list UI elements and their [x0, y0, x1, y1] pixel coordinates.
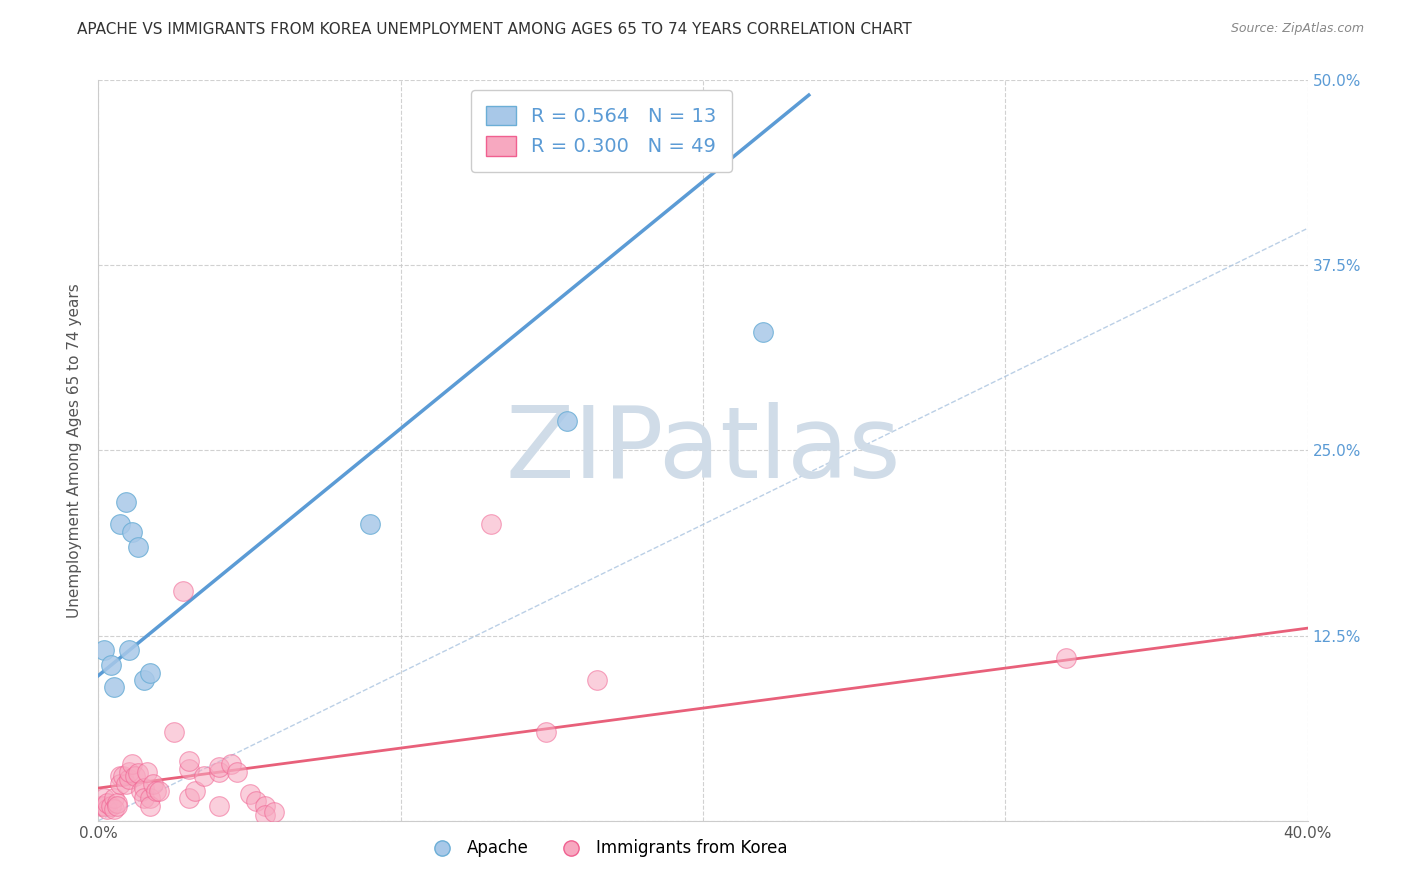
Point — [105, 796, 128, 810]
Point — [586, 673, 609, 687]
Point — [118, 764, 141, 779]
Point — [481, 517, 503, 532]
Point — [129, 784, 152, 798]
Point — [139, 798, 162, 813]
Point — [555, 414, 578, 428]
Point — [148, 784, 170, 798]
Point — [226, 764, 249, 779]
Point — [534, 724, 557, 739]
Point — [111, 769, 134, 783]
Point — [93, 798, 115, 813]
Point — [135, 764, 157, 779]
Point — [179, 762, 201, 776]
Point — [172, 584, 194, 599]
Point — [103, 791, 125, 805]
Point — [184, 784, 207, 798]
Point — [127, 766, 149, 780]
Point — [139, 665, 162, 680]
Point — [121, 757, 143, 772]
Point — [208, 760, 231, 774]
Point — [124, 769, 146, 783]
Point — [90, 798, 112, 813]
Point — [221, 757, 243, 772]
Point — [118, 643, 141, 657]
Point — [139, 791, 162, 805]
Point — [239, 787, 262, 801]
Point — [93, 791, 115, 805]
Point — [263, 805, 285, 819]
Point — [103, 802, 125, 816]
Point — [114, 776, 136, 791]
Point — [208, 798, 231, 813]
Point — [179, 791, 201, 805]
Point — [114, 495, 136, 509]
Text: APACHE VS IMMIGRANTS FROM KOREA UNEMPLOYMENT AMONG AGES 65 TO 74 YEARS CORRELATI: APACHE VS IMMIGRANTS FROM KOREA UNEMPLOY… — [77, 22, 912, 37]
Point — [360, 517, 382, 532]
Point — [118, 772, 141, 787]
Legend: Apache, Immigrants from Korea: Apache, Immigrants from Korea — [419, 833, 794, 864]
Point — [121, 524, 143, 539]
Text: Source: ZipAtlas.com: Source: ZipAtlas.com — [1230, 22, 1364, 36]
Point — [132, 791, 155, 805]
Point — [1054, 650, 1077, 665]
Y-axis label: Unemployment Among Ages 65 to 74 years: Unemployment Among Ages 65 to 74 years — [67, 283, 83, 618]
Point — [245, 794, 267, 808]
Point — [132, 673, 155, 687]
Point — [145, 784, 167, 798]
Point — [132, 780, 155, 795]
Point — [127, 540, 149, 554]
Point — [108, 517, 131, 532]
Point — [93, 643, 115, 657]
Point — [193, 769, 215, 783]
Point — [100, 798, 122, 813]
Point — [108, 776, 131, 791]
Point — [100, 658, 122, 673]
Point — [752, 325, 775, 339]
Point — [208, 764, 231, 779]
Point — [96, 796, 118, 810]
Point — [103, 681, 125, 695]
Point — [105, 798, 128, 813]
Text: ZIPatlas: ZIPatlas — [505, 402, 901, 499]
Point — [163, 724, 186, 739]
Point — [142, 776, 165, 791]
Point — [253, 798, 276, 813]
Point — [253, 807, 276, 822]
Point — [179, 755, 201, 769]
Point — [96, 802, 118, 816]
Point — [108, 769, 131, 783]
